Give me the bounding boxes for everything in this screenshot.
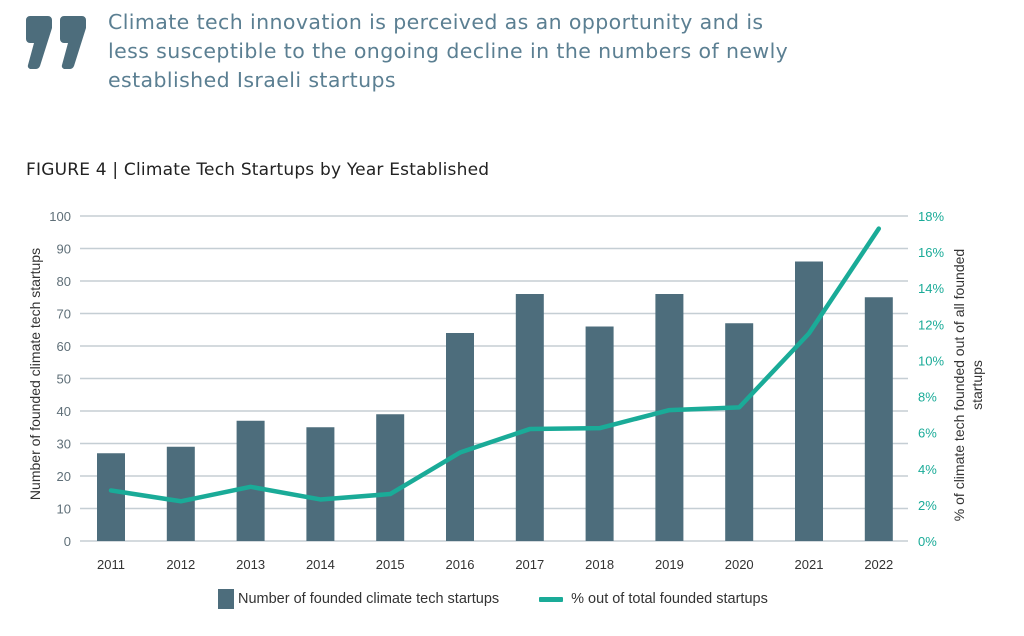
left-tick-label: 100 (49, 209, 71, 224)
right-tick-label: 0% (918, 534, 937, 549)
x-tick-label: 2013 (236, 557, 265, 572)
right-tick-label: 2% (918, 498, 937, 513)
right-tick-label: 16% (918, 245, 944, 260)
bar-2013 (236, 420, 265, 541)
left-tick-label: 0 (64, 534, 71, 549)
right-tick-label: 12% (918, 317, 944, 332)
left-tick-label: 10 (57, 502, 71, 517)
percent-line-path (108, 226, 882, 504)
figure-title: FIGURE 4 | Climate Tech Startups by Year… (26, 160, 490, 180)
right-tick-label: 10% (918, 353, 944, 368)
legend-bar-label: Number of founded climate tech startups (238, 591, 500, 607)
right-axis-ticks: 0% 2% 4% 6% 8% 10% 12% 14% 16% 18% (918, 209, 944, 549)
left-tick-label: 50 (57, 372, 71, 387)
percent-line (108, 226, 882, 504)
x-tick-label: 2017 (515, 557, 544, 572)
left-tick-label: 40 (57, 404, 71, 419)
bar-2012 (166, 446, 195, 541)
right-tick-label: 18% (918, 209, 944, 224)
left-tick-label: 80 (57, 274, 71, 289)
x-tick-label: 2018 (585, 557, 614, 572)
x-tick-label: 2012 (166, 557, 195, 572)
right-tick-label: 6% (918, 426, 937, 441)
quote-mark-icon (26, 16, 86, 70)
bar-2018 (585, 326, 614, 541)
bar-2017 (515, 294, 544, 541)
bar-2021 (795, 261, 823, 541)
bar-2019 (655, 294, 684, 541)
bar-2020 (725, 323, 754, 541)
x-tick-label: 2011 (97, 557, 125, 572)
right-axis-label-line1: % of climate tech founded out of all fou… (951, 249, 967, 521)
quote-line: Climate tech innovation is perceived as … (108, 10, 764, 34)
right-tick-label: 8% (918, 390, 937, 405)
bars (97, 261, 893, 541)
right-tick-label: 4% (918, 462, 937, 477)
x-tick-label: 2022 (864, 557, 893, 572)
bar-2011 (97, 453, 125, 541)
x-tick-label: 2016 (446, 557, 475, 572)
quote-line: established Israeli startups (108, 68, 396, 92)
legend-line-swatch (539, 596, 564, 602)
bar-2015 (376, 414, 405, 541)
bar-2014 (306, 427, 335, 541)
x-tick-label: 2020 (725, 557, 754, 572)
left-tick-label: 30 (57, 437, 71, 452)
quote-line: less susceptible to the ongoing decline … (108, 39, 789, 63)
left-tick-label: 70 (57, 307, 71, 322)
left-tick-label: 20 (57, 469, 71, 484)
right-tick-label: 14% (918, 281, 944, 296)
gridlines (80, 215, 908, 542)
bar-2022 (864, 297, 893, 541)
x-tick-label: 2015 (376, 557, 405, 572)
left-axis-ticks: 0 10 20 30 40 50 60 70 80 90 100 (49, 209, 71, 549)
legend-line-label: % out of total founded startups (571, 591, 768, 607)
combo-chart: 0 10 20 30 40 50 60 70 80 90 100 0% 2% 4% 6% 8% 10% 12% 1… (27, 209, 985, 572)
x-axis-ticks: 2011 2012 2013 2014 2015 2016 2017 2018 2019 2020… (97, 557, 893, 572)
left-tick-label: 90 (57, 242, 71, 257)
left-tick-label: 60 (57, 339, 71, 354)
left-axis-label: Number of founded climate tech startups (27, 248, 43, 500)
right-axis-label-line2: startups (969, 360, 985, 410)
pull-quote: Climate tech innovation is perceived as … (108, 8, 908, 95)
legend-bar-swatch (218, 589, 234, 609)
bar-2016 (446, 333, 474, 541)
legend: Number of founded climate tech startups … (218, 589, 768, 609)
x-tick-label: 2014 (306, 557, 335, 572)
x-tick-label: 2019 (655, 557, 684, 572)
x-tick-label: 2021 (795, 557, 824, 572)
